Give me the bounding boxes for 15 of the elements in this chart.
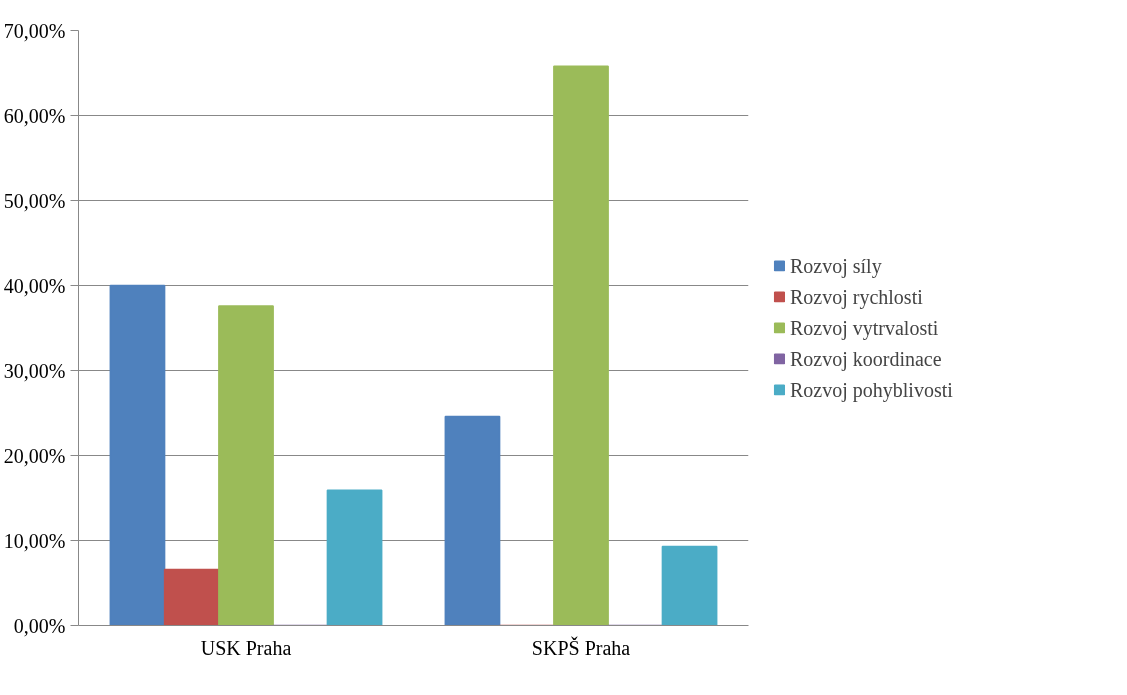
legend-label: Rozvoj síly (790, 254, 882, 277)
y-tick-label: 40,00% (3, 274, 66, 297)
y-tick-label: 30,00% (3, 359, 66, 382)
legend-label: Rozvoj koordinace (790, 347, 942, 370)
y-tick-label: 0,00% (13, 614, 66, 637)
legend-label: Rozvoj vytrvalosti (790, 316, 939, 339)
x-tick-label: USK Praha (200, 636, 292, 659)
y-tick-label: 70,00% (3, 19, 66, 42)
y-tick-label: 10,00% (3, 529, 66, 552)
legend-label: Rozvoj pohyblivosti (790, 378, 953, 401)
x-tick-label: SKPŠ Praha (531, 635, 631, 659)
legend-label: Rozvoj rychlosti (790, 285, 923, 308)
y-tick-label: 20,00% (3, 444, 66, 467)
y-tick-label: 60,00% (3, 104, 66, 127)
y-tick-label: 50,00% (3, 189, 66, 212)
